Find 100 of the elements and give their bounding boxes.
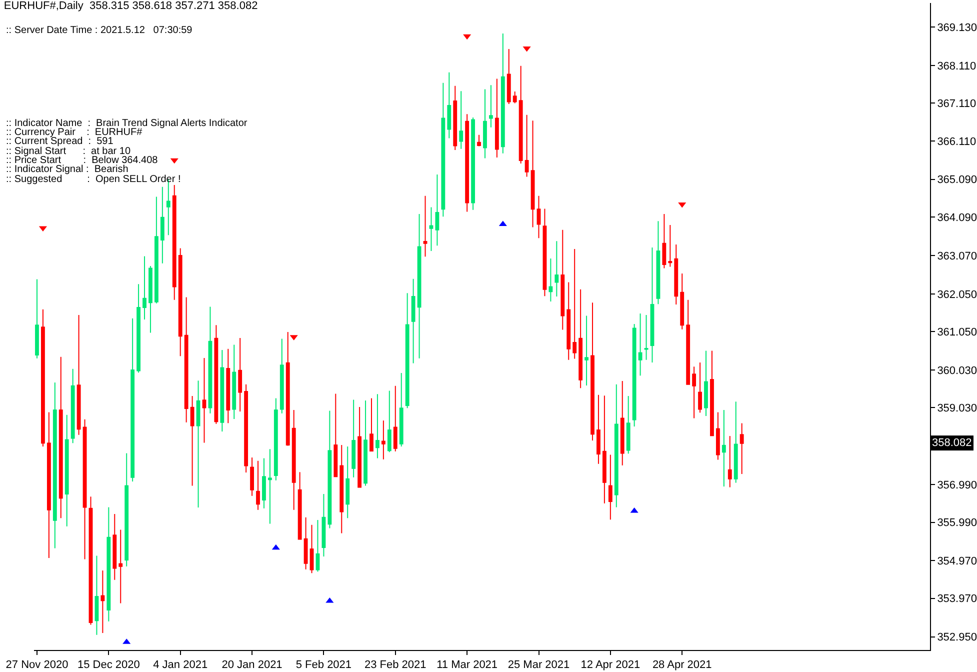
y-tick-label: 367.110: [937, 98, 976, 110]
x-tick-label: 15 Dec 2020: [77, 659, 140, 672]
candlestick: [262, 458, 266, 509]
candlestick: [650, 247, 654, 363]
candlestick: [118, 529, 123, 604]
candlestick: [214, 324, 218, 424]
y-tick-label: 353.970: [937, 593, 977, 606]
candlestick: [704, 350, 708, 416]
chart-title: EURHUF#,Daily 358.315 358.618 357.271 358.082: [4, 0, 258, 12]
candlestick: [46, 412, 51, 559]
point: [630, 507, 638, 513]
candlestick: [268, 448, 272, 524]
candlestick: [512, 91, 517, 104]
candlestick: [465, 114, 470, 212]
y-tick-label: 359.030: [937, 402, 977, 415]
candlestick: [524, 114, 529, 178]
candlestick: [405, 292, 410, 409]
candlestick: [310, 524, 314, 574]
candlestick: [304, 516, 308, 570]
candlestick: [471, 117, 475, 210]
x-tick-label: 27 Nov 2020: [6, 659, 68, 672]
candlestick: [638, 313, 642, 376]
candlestick: [483, 88, 487, 159]
candlestick: [58, 356, 63, 519]
candlestick: [202, 357, 206, 444]
candlestick: [292, 409, 296, 510]
candlestick: [423, 195, 428, 258]
y-tick-label: 363.070: [937, 250, 977, 262]
candlestick: [136, 284, 140, 374]
candlestick: [548, 258, 553, 302]
candlestick: [542, 208, 547, 297]
candlestick: [340, 444, 344, 534]
x-tick-label: 20 Jan 2021: [222, 659, 282, 672]
candlestick: [596, 394, 600, 464]
annotation: :: Server Date Time : 2021.5.12 07:30:59: [6, 25, 193, 36]
candlestick: [740, 422, 744, 474]
candlestick: [435, 174, 440, 246]
candlestick: [387, 390, 392, 453]
candlestick: [352, 399, 356, 478]
candlestick: [364, 400, 368, 486]
candlestick: [560, 229, 565, 330]
candlestick: [328, 410, 332, 529]
candlestick: [334, 393, 338, 478]
candlestick: [250, 456, 254, 496]
candlestick: [358, 406, 362, 488]
candlestick: [668, 224, 672, 268]
y-tick-label: 360.030: [937, 364, 977, 377]
x-tick-label: 4 Jan 2021: [153, 659, 208, 672]
candlestick: [370, 398, 374, 452]
candlestick: [256, 460, 260, 510]
x-tick-label: 11 Mar 2021: [436, 659, 498, 672]
candlestick: [52, 382, 57, 549]
y-tick-label: 366.110: [937, 136, 976, 148]
candlestick: [644, 314, 648, 360]
candlestick: [477, 134, 481, 147]
candlestick: [417, 214, 422, 359]
candlestick: [584, 315, 588, 386]
candlestick: [506, 48, 511, 104]
candlestick: [82, 418, 87, 560]
point: [522, 46, 531, 52]
candlestick: [322, 494, 326, 558]
candlestick: [710, 350, 714, 436]
y-tick-label: 361.050: [937, 326, 977, 338]
candlestick: [692, 366, 696, 419]
annotation: :: Signal Start : at bar 10: [6, 146, 131, 157]
candlestick: [608, 454, 612, 520]
candlestick: [178, 248, 182, 357]
candlestick: [518, 65, 523, 164]
candlestick: [399, 372, 404, 448]
candlestick: [106, 506, 111, 622]
candlestick: [76, 314, 81, 436]
candlestick: [411, 278, 416, 364]
candlestick: [142, 256, 146, 320]
candlestick: [686, 299, 690, 385]
candlestick: [184, 296, 188, 423]
candlestick: [734, 401, 738, 484]
candlestick: [536, 195, 541, 239]
candlestick: [100, 570, 105, 634]
candlestick: [220, 350, 224, 432]
point: [170, 158, 178, 164]
point: [678, 202, 686, 208]
candlestick: [572, 248, 577, 360]
x-tick-label: 5 Feb 2021: [296, 659, 352, 672]
candlestick: [124, 452, 129, 567]
candlestick: [489, 84, 493, 128]
candlestick: [680, 273, 684, 330]
annotation: :: Currency Pair : EURHUF#: [6, 127, 143, 138]
candlestick: [590, 302, 594, 441]
candlestick: [453, 85, 458, 150]
candlestick: [602, 395, 606, 504]
y-tick-label: 356.990: [937, 479, 977, 492]
candlestick: [70, 368, 75, 444]
candlestick: [280, 338, 284, 414]
candlestick: [346, 446, 350, 519]
annotation: :: Indicator Name : Brain Trend Signal Alerts Indicator: [6, 118, 248, 129]
candlestick: [447, 72, 452, 139]
y-tick-label: 364.090: [937, 212, 977, 224]
candlestick: [554, 240, 559, 298]
y-tick-label: 365.090: [937, 174, 977, 186]
candlestick: [698, 362, 702, 414]
